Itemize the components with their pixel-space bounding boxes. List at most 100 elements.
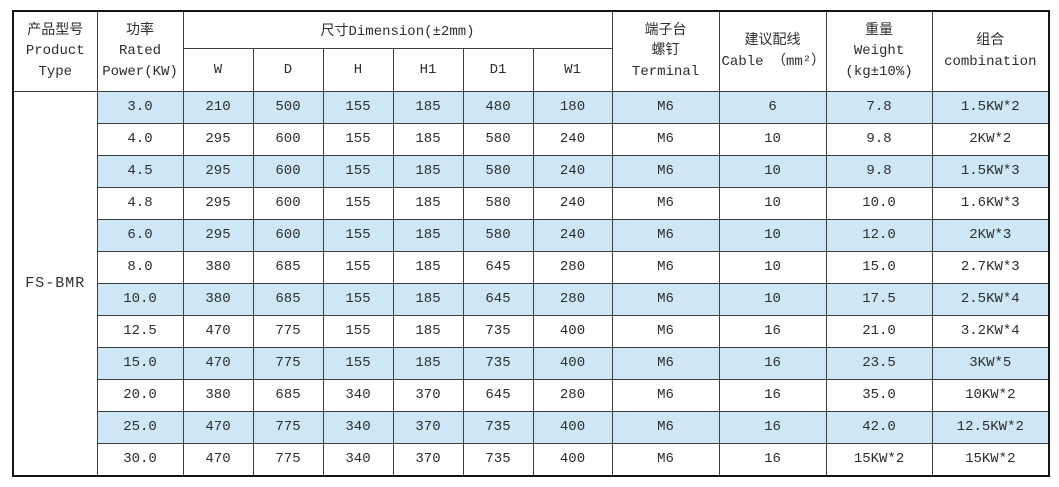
spec-cell: 180 <box>532 91 613 124</box>
spec-cell: 16 <box>718 347 827 380</box>
spec-cell: 295 <box>182 123 254 156</box>
spec-cell: M6 <box>611 251 720 284</box>
spec-cell: M6 <box>611 283 720 316</box>
spec-cell: 185 <box>392 347 464 380</box>
header-dim-h: H <box>322 48 394 92</box>
header-terminal: 端子台 螺钉 Terminal <box>611 10 720 92</box>
spec-cell: 35.0 <box>825 379 933 412</box>
spec-row: 10.0 380 685 155 185 645 280 M6 10 17.5 2.5KW*4 <box>13 283 1050 316</box>
spec-cell: 15.0 <box>96 347 184 380</box>
spec-cell: 155 <box>322 283 394 316</box>
spec-cell: 580 <box>462 123 534 156</box>
spec-cell: 21.0 <box>825 315 933 348</box>
spec-cell: M6 <box>611 379 720 412</box>
spec-cell: 12.5 <box>96 315 184 348</box>
spec-cell: 12.5KW*2 <box>931 411 1050 444</box>
header-dim-w1: W1 <box>532 48 613 92</box>
spec-cell: 185 <box>392 219 464 252</box>
spec-cell: 240 <box>532 123 613 156</box>
spec-cell: 2KW*3 <box>931 219 1050 252</box>
spec-cell: 155 <box>322 347 394 380</box>
spec-cell: M6 <box>611 411 720 444</box>
spec-row: 4.8 295 600 155 185 580 240 M6 10 10.0 1.6KW*3 <box>13 187 1050 220</box>
spec-row: 4.5 295 600 155 185 580 240 M6 10 9.8 1.5KW*3 <box>13 155 1050 188</box>
spec-cell: 775 <box>252 411 324 444</box>
spec-cell: 380 <box>182 379 254 412</box>
spec-cell: 735 <box>462 411 534 444</box>
spec-cell: 10 <box>718 251 827 284</box>
spec-cell: 185 <box>392 315 464 348</box>
header-product-type: 产品型号 Product Type <box>12 10 98 92</box>
spec-row: 25.0 470 775 340 370 735 400 M6 16 42.0 12.5KW*2 <box>13 411 1050 444</box>
spec-cell: 155 <box>322 155 394 188</box>
spec-row: 8.0 380 685 155 185 645 280 M6 10 15.0 2.7KW*3 <box>13 251 1050 284</box>
spec-cell: 10 <box>718 219 827 252</box>
spec-cell: M6 <box>611 91 720 124</box>
spec-cell: M6 <box>611 315 720 348</box>
spec-cell: 600 <box>252 187 324 220</box>
spec-cell: 685 <box>252 379 324 412</box>
spec-cell: 9.8 <box>825 155 933 188</box>
spec-cell: 685 <box>252 283 324 316</box>
spec-cell: 15KW*2 <box>825 443 933 477</box>
spec-cell: 20.0 <box>96 379 184 412</box>
spec-row: 20.0 380 685 340 370 645 280 M6 16 35.0 10KW*2 <box>13 379 1050 412</box>
spec-cell: 240 <box>532 155 613 188</box>
spec-cell: 10KW*2 <box>931 379 1050 412</box>
header-dim-h1: H1 <box>392 48 464 92</box>
spec-cell: 3.0 <box>96 91 184 124</box>
spec-cell: 400 <box>532 315 613 348</box>
spec-cell: 210 <box>182 91 254 124</box>
header-dim-w: W <box>182 48 254 92</box>
spec-cell: 280 <box>532 283 613 316</box>
spec-cell: 4.8 <box>96 187 184 220</box>
spec-cell: 2.7KW*3 <box>931 251 1050 284</box>
spec-cell: 155 <box>322 251 394 284</box>
spec-cell: 735 <box>462 347 534 380</box>
spec-cell: M6 <box>611 443 720 477</box>
spec-cell: 185 <box>392 187 464 220</box>
header-dim-d1: D1 <box>462 48 534 92</box>
spec-cell: 10.0 <box>96 283 184 316</box>
spec-cell: 16 <box>718 315 827 348</box>
spec-cell: 155 <box>322 91 394 124</box>
spec-cell: 185 <box>392 251 464 284</box>
spec-cell: 10 <box>718 283 827 316</box>
spec-cell: 340 <box>322 379 394 412</box>
spec-cell: 25.0 <box>96 411 184 444</box>
spec-cell: 23.5 <box>825 347 933 380</box>
header-combination: 组合 combination <box>931 10 1050 92</box>
product-spec-table: 产品型号 Product Type 功率 Rated Power(KW) 尺寸D… <box>12 10 1051 477</box>
spec-cell: 470 <box>182 411 254 444</box>
spec-cell: 30.0 <box>96 443 184 477</box>
spec-cell: 380 <box>182 251 254 284</box>
spec-cell: 155 <box>322 123 394 156</box>
spec-cell: 370 <box>392 411 464 444</box>
spec-cell: 295 <box>182 155 254 188</box>
spec-cell: 8.0 <box>96 251 184 284</box>
spec-cell: 10 <box>718 187 827 220</box>
spec-cell: 685 <box>252 251 324 284</box>
spec-cell: 10 <box>718 155 827 188</box>
spec-cell: 400 <box>532 347 613 380</box>
spec-cell: 470 <box>182 443 254 477</box>
spec-cell: 16 <box>718 379 827 412</box>
spec-row: FS-BMR 3.0 210 500 155 185 480 180 M6 6 7.8 1.5KW*2 <box>12 91 1050 477</box>
spec-cell: 185 <box>392 123 464 156</box>
header-row-dimension-subcolumns: W D H H1 D1 W1 <box>13 48 1049 92</box>
spec-row: 6.0 295 600 155 185 580 240 M6 10 12.0 2KW*3 <box>13 219 1050 252</box>
table-header: 产品型号 Product Type 功率 Rated Power(KW) 尺寸D… <box>12 10 1050 92</box>
spec-cell: 240 <box>532 187 613 220</box>
spec-cell: 185 <box>392 91 464 124</box>
spec-cell: 470 <box>182 315 254 348</box>
spec-cell: 3KW*5 <box>931 347 1050 380</box>
product-model-cell: FS-BMR <box>12 91 98 477</box>
spec-cell: 280 <box>532 251 613 284</box>
spec-cell: 185 <box>392 283 464 316</box>
spec-cell: 2KW*2 <box>931 123 1050 156</box>
spec-row: 4.0 295 600 155 185 580 240 M6 10 9.8 2KW*2 <box>13 123 1050 156</box>
header-dim-d: D <box>252 48 324 92</box>
spec-cell: 10 <box>718 123 827 156</box>
spec-cell: M6 <box>611 155 720 188</box>
